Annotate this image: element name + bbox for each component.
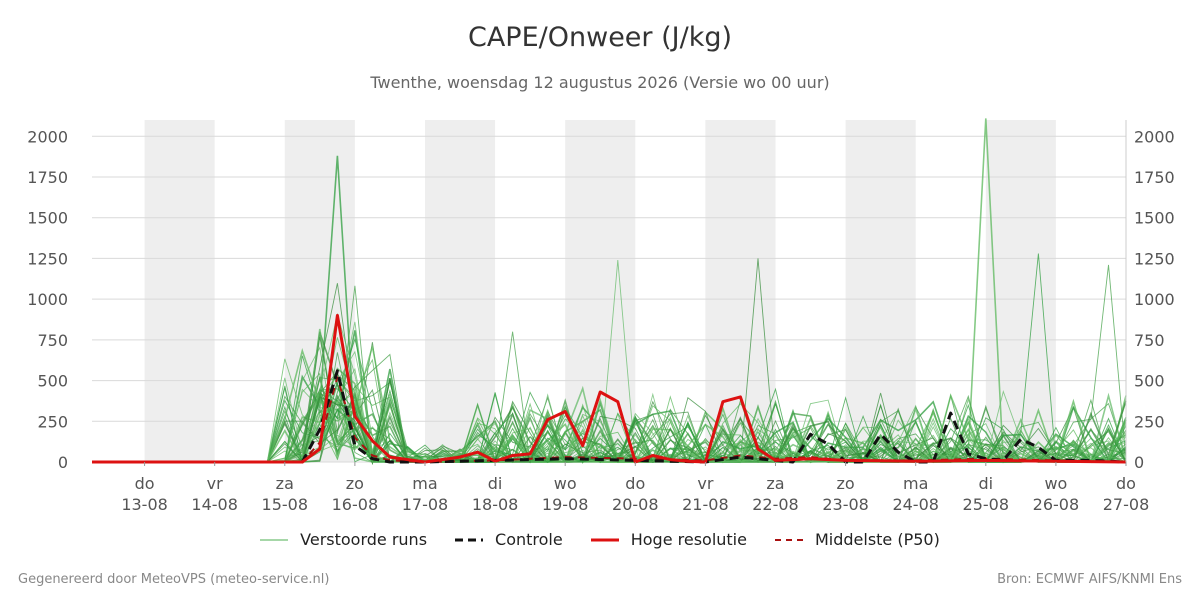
x-tick-date-label: 27-08 xyxy=(1103,495,1150,514)
x-tick-date-label: 18-08 xyxy=(472,495,519,514)
legend-label-controle: Controle xyxy=(495,530,563,549)
x-tick-day-label: di xyxy=(978,474,993,493)
x-tick-day-label: zo xyxy=(836,474,854,493)
legend-swatch-hoge-resolutie xyxy=(590,538,619,541)
legend-swatch-controle xyxy=(455,538,484,541)
legend-item-ensemble[interactable]: Verstoorde runs xyxy=(260,530,427,549)
footer-source: Bron: ECMWF AIFS/KNMI Ens xyxy=(997,572,1182,587)
x-tick-date-label: 25-08 xyxy=(963,495,1010,514)
x-tick-date-label: 24-08 xyxy=(892,495,939,514)
legend-label-hoge-resolutie: Hoge resolutie xyxy=(630,530,747,549)
series-line-hoge-resolutie xyxy=(92,313,1127,464)
x-tick-day-label: di xyxy=(488,474,503,493)
legend-label-p50: Middelste (P50) xyxy=(814,530,940,549)
legend-item-p50[interactable]: Middelste (P50) xyxy=(774,530,940,549)
y-tick-label-left: 1750 xyxy=(27,168,68,187)
x-tick-day-label: vr xyxy=(207,474,223,493)
x-tick-date-label: 21-08 xyxy=(682,495,729,514)
x-tick-day-label: do xyxy=(625,474,645,493)
x-tick-day-label: za xyxy=(276,474,294,493)
x-tick-date-label: 22-08 xyxy=(752,495,799,514)
x-tick-day-label: ma xyxy=(903,474,928,493)
x-tick-date-label: 13-08 xyxy=(121,495,168,514)
x-tick-day-label: do xyxy=(1116,474,1136,493)
x-tick-day-label: wo xyxy=(554,474,577,493)
x-tick-date-label: 17-08 xyxy=(402,495,449,514)
x-tick-day-label: zo xyxy=(346,474,364,493)
legend-label-ensemble: Verstoorde runs xyxy=(300,530,428,549)
y-tick-label-right: 1250 xyxy=(1134,249,1175,268)
x-tick-day-label: ma xyxy=(412,474,437,493)
x-tick-date-label: 16-08 xyxy=(332,495,379,514)
x-tick-date-label: 26-08 xyxy=(1033,495,1080,514)
legend-swatch-ensemble xyxy=(260,539,289,540)
chart-svg: 0 0 250 250 500 500 750 750 1000 1000 1250 1250 1500… xyxy=(27,118,1175,514)
legend-item-controle[interactable]: Controle xyxy=(455,530,563,549)
y-tick-label-left: 1500 xyxy=(27,209,68,228)
x-tick-date-label: 20-08 xyxy=(612,495,659,514)
y-tick-label-right: 2000 xyxy=(1134,127,1175,146)
x-tick-date-label: 19-08 xyxy=(542,495,589,514)
legend-swatch-p50 xyxy=(774,538,803,541)
x-tick-day-label: wo xyxy=(1044,474,1067,493)
chart-title: CAPE/Onweer (J/kg) xyxy=(467,22,732,53)
footer-credit: Gegenereerd door MeteoVPS (meteo-service… xyxy=(18,572,330,587)
x-tick-date-label: 14-08 xyxy=(191,495,238,514)
y-tick-label-right: 1000 xyxy=(1134,290,1175,309)
y-tick-label-right: 500 xyxy=(1134,372,1165,391)
y-tick-label-left: 750 xyxy=(37,331,68,350)
x-tick-day-label: do xyxy=(135,474,155,493)
x-tick-date-label: 23-08 xyxy=(822,495,869,514)
y-tick-label-right: 1750 xyxy=(1134,168,1175,187)
chart-subtitle: Twenthe, woensdag 12 augustus 2026 (Vers… xyxy=(370,73,830,92)
y-tick-label-left: 500 xyxy=(37,372,68,391)
day-shading-band xyxy=(424,120,496,462)
x-tick-date-label: 15-08 xyxy=(262,495,309,514)
y-tick-label-left: 1000 xyxy=(27,290,68,309)
day-shading-band xyxy=(144,120,215,462)
day-shading-band xyxy=(705,120,776,462)
y-tick-label-right: 0 xyxy=(1134,453,1144,472)
legend: Verstoorde runs Controle Hoge resolutie … xyxy=(0,530,1200,549)
y-tick-label-left: 2000 xyxy=(27,127,68,146)
y-tick-label-left: 0 xyxy=(58,453,68,472)
y-tick-label-right: 250 xyxy=(1134,412,1165,431)
y-tick-label-right: 1500 xyxy=(1134,209,1175,228)
x-tick-day-label: vr xyxy=(697,474,713,493)
day-shading-band xyxy=(845,120,916,462)
y-tick-label-left: 250 xyxy=(37,412,68,431)
y-tick-label-right: 750 xyxy=(1134,331,1165,350)
legend-item-hoge-resolutie[interactable]: Hoge resolutie xyxy=(590,530,747,549)
y-tick-label-left: 1250 xyxy=(27,249,68,268)
day-shading-band xyxy=(985,120,1056,462)
x-tick-day-label: za xyxy=(766,474,784,493)
